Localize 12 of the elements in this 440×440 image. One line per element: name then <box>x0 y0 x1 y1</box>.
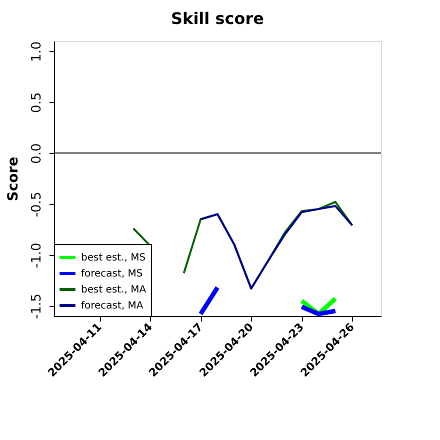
y-tick-label: -1.5 <box>30 294 44 319</box>
legend-label: best est., MA <box>81 284 146 296</box>
y-tick-label: -1.0 <box>30 242 44 268</box>
y-tick-label: 1.0 <box>30 41 44 62</box>
legend-label: forecast, MS <box>81 268 143 280</box>
y-tick-label: 0.5 <box>30 92 44 113</box>
legend-label: forecast, MA <box>81 300 144 312</box>
y-axis-title: Score <box>6 156 22 202</box>
y-tick-label: -0.5 <box>30 192 44 218</box>
y-tick-label: 0.0 <box>30 143 44 164</box>
legend-label: best est., MS <box>81 252 146 264</box>
chart-title: Skill score <box>171 8 264 28</box>
